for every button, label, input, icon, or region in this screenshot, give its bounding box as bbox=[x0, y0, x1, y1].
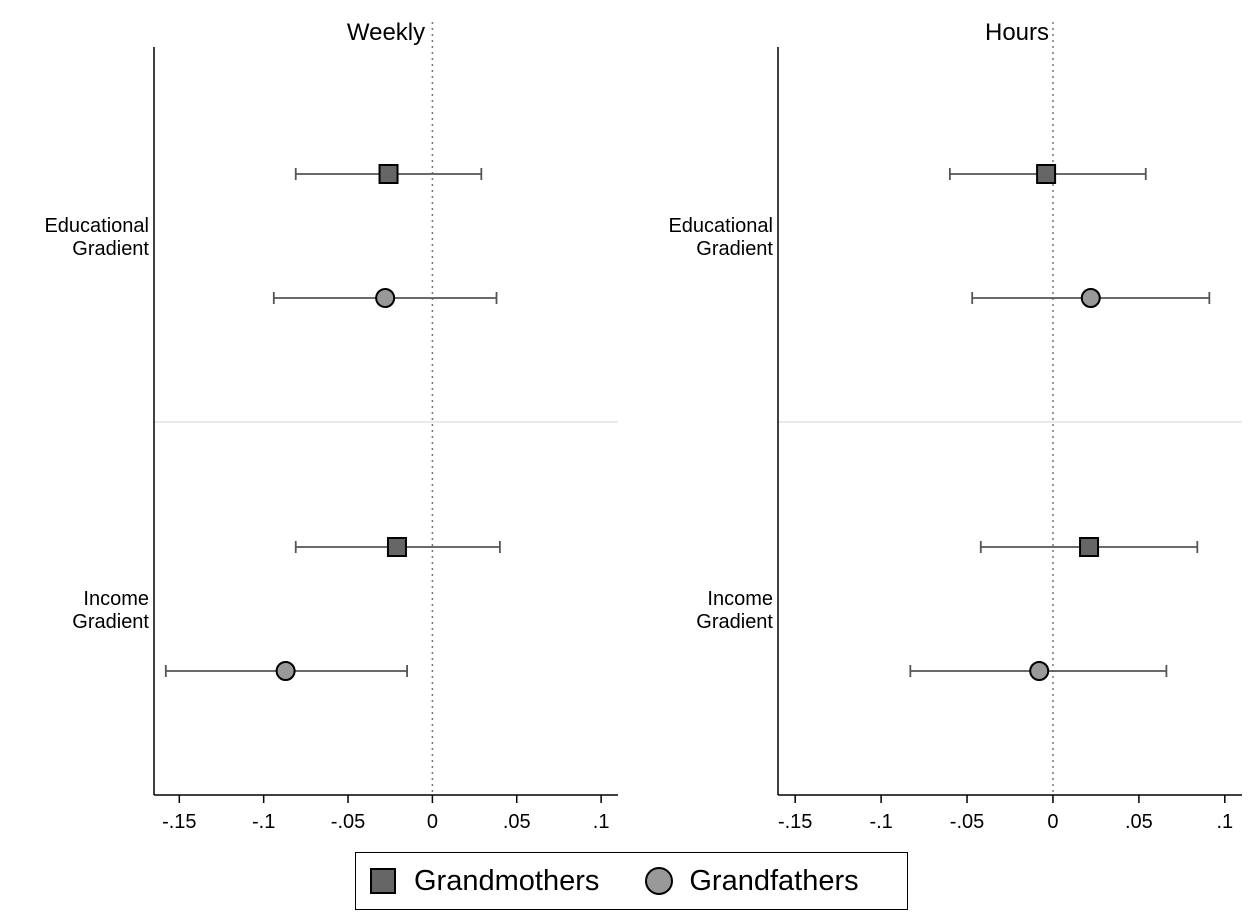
panel-2-grandmothers-marker bbox=[1036, 164, 1057, 184]
panel-1-category-label: Gradient bbox=[72, 611, 149, 633]
panel-1-x-tick-label: 0 bbox=[427, 811, 438, 833]
legend-item-grandfathers: Grandfathers bbox=[599, 864, 859, 898]
panel-2-x-tick-label: .05 bbox=[1125, 811, 1153, 833]
panel-2-category-label: Educational bbox=[668, 215, 773, 237]
panel-2-x-tick-label: -.1 bbox=[869, 811, 892, 833]
coefficient-chart: Weekly-.15 -.1 -.05 0.05.1EducationalGradie… bbox=[44, 19, 1242, 833]
panel-2-category-label: Gradient bbox=[696, 238, 773, 260]
panel-2-x-tick-label: .1 bbox=[1216, 811, 1233, 833]
panel-1-category-label: Gradient bbox=[72, 238, 149, 260]
panel-1-x-tick-label: .1 bbox=[593, 811, 610, 833]
panel-2-x-tick-label: 0 bbox=[1047, 811, 1058, 833]
panel-2-grandmothers-marker bbox=[1079, 537, 1100, 557]
circle-marker-icon bbox=[645, 867, 674, 895]
panel-1-category-label: Educational bbox=[44, 215, 149, 237]
panel-1-title: Weekly bbox=[347, 19, 425, 46]
panel-1-category-label: Income bbox=[83, 588, 149, 610]
panel-2-title: Hours bbox=[985, 19, 1049, 46]
panel-1-grandfathers-marker bbox=[275, 661, 296, 681]
panel-2-x-tick-label: -.05 bbox=[950, 811, 984, 833]
panel-1-grandmothers-marker bbox=[378, 164, 399, 184]
panel-2-grandfathers-marker bbox=[1029, 661, 1050, 681]
legend-label-grandmothers: Grandmothers bbox=[414, 864, 600, 897]
panel-1-grandmothers-marker bbox=[386, 537, 407, 557]
panel-1-x-tick-label: -.05 bbox=[331, 811, 365, 833]
panel-2-x-tick-label: -.15 bbox=[778, 811, 812, 833]
panel-1-grandfathers-marker bbox=[375, 288, 396, 308]
legend: Grandmothers Grandfathers bbox=[355, 852, 908, 910]
square-marker-icon bbox=[370, 868, 396, 894]
panel-1-x-tick-label: -.15 bbox=[162, 811, 196, 833]
panel-2-category-label: Income bbox=[707, 588, 773, 610]
legend-item-grandmothers: Grandmothers bbox=[356, 865, 599, 898]
panel-2-category-label: Gradient bbox=[696, 611, 773, 633]
panel-2-grandfathers-marker bbox=[1080, 288, 1101, 308]
panel-1-x-tick-label: -.1 bbox=[252, 811, 275, 833]
legend-label-grandfathers: Grandfathers bbox=[689, 864, 859, 897]
panel-1-x-tick-label: .05 bbox=[503, 811, 531, 833]
